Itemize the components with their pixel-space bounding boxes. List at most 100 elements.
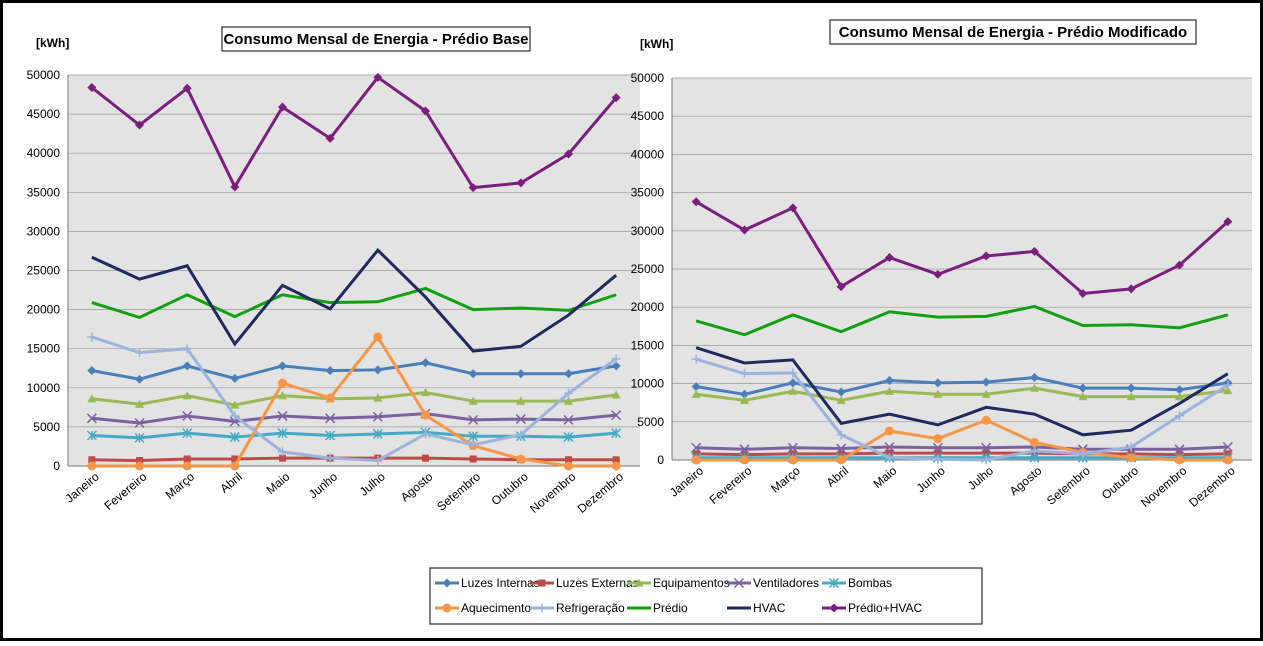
marker <box>87 366 97 376</box>
marker <box>325 453 335 463</box>
marker <box>611 410 622 421</box>
marker <box>516 430 526 440</box>
marker <box>135 374 144 384</box>
marker <box>182 391 192 400</box>
marker <box>88 456 96 464</box>
marker <box>1175 392 1184 401</box>
y-tick-label: 0 <box>657 453 664 467</box>
marker <box>1223 455 1233 465</box>
marker <box>1126 383 1136 393</box>
marker <box>787 442 798 453</box>
marker <box>230 182 240 192</box>
marker <box>372 411 383 422</box>
marker <box>468 440 478 450</box>
legend-entry: HVAC <box>727 601 786 615</box>
y-tick-label: 30000 <box>631 224 665 238</box>
series-line <box>91 286 617 320</box>
marker <box>86 430 97 441</box>
chart-title: Consumo Mensal de Energia - Prédio Base <box>223 31 528 48</box>
marker <box>278 102 287 112</box>
marker <box>788 378 798 388</box>
y-tick-label: 5000 <box>637 415 664 429</box>
marker <box>135 120 144 130</box>
marker <box>516 178 526 188</box>
marker <box>325 430 336 441</box>
y-tick-label: 10000 <box>631 377 665 391</box>
marker <box>135 348 144 358</box>
marker <box>691 442 702 453</box>
marker <box>135 399 144 408</box>
marker <box>373 332 383 342</box>
marker <box>278 361 287 371</box>
marker <box>373 456 383 466</box>
marker <box>740 369 749 379</box>
marker <box>87 394 97 403</box>
marker <box>1030 383 1039 392</box>
marker <box>421 429 430 439</box>
marker <box>982 449 990 457</box>
marker <box>885 386 894 395</box>
marker <box>136 457 143 465</box>
marker <box>468 396 478 405</box>
marker <box>373 365 383 375</box>
marker <box>277 428 288 439</box>
marker <box>278 447 287 457</box>
marker <box>229 432 240 443</box>
marker <box>442 603 452 613</box>
marker <box>182 410 193 421</box>
title-box <box>221 26 531 52</box>
marker <box>1030 437 1039 447</box>
series-line: Luzes Internas <box>695 375 1229 396</box>
legend-box <box>429 567 983 625</box>
marker <box>1126 442 1136 452</box>
marker <box>885 453 894 463</box>
marker <box>981 377 991 387</box>
marker <box>1175 260 1184 270</box>
marker <box>325 413 336 424</box>
marker <box>516 396 526 405</box>
marker <box>230 400 240 409</box>
marker <box>442 578 452 588</box>
marker <box>279 454 286 462</box>
marker <box>1223 217 1233 227</box>
marker <box>691 354 701 364</box>
marker <box>836 387 846 397</box>
series-line <box>91 335 618 463</box>
legend-label: Ventiladores <box>753 576 819 590</box>
marker <box>1174 444 1185 455</box>
marker <box>691 382 701 392</box>
marker <box>1223 385 1233 395</box>
y-tick-label: 50000 <box>27 68 61 82</box>
series-line <box>91 430 617 440</box>
marker <box>87 461 97 471</box>
marker <box>1030 246 1039 256</box>
y-tick-label: 20000 <box>631 300 665 314</box>
legend-label: HVAC <box>753 601 786 615</box>
marker <box>325 366 335 376</box>
marker <box>788 203 798 213</box>
marker <box>836 395 846 405</box>
marker <box>788 386 798 395</box>
series-line: Prédio <box>695 304 1229 337</box>
marker <box>836 455 846 465</box>
y-tick-label: 25000 <box>27 264 61 278</box>
marker <box>277 410 288 421</box>
marker <box>563 432 574 443</box>
marker <box>421 410 430 420</box>
y-tick-label: 5000 <box>33 420 60 434</box>
series-line <box>91 412 617 425</box>
y-tick-label: 20000 <box>27 303 61 317</box>
marker <box>516 454 526 464</box>
series-line: Refrigeração <box>695 357 1229 462</box>
y-tick-label: 30000 <box>27 224 61 238</box>
series-line <box>91 334 617 468</box>
marker <box>538 579 546 587</box>
y-tick-label: 40000 <box>631 147 665 161</box>
title-box <box>829 19 1197 45</box>
marker <box>933 389 943 398</box>
marker <box>933 378 943 388</box>
marker <box>981 442 992 453</box>
y-tick-label: 35000 <box>27 185 61 199</box>
marker <box>135 461 144 471</box>
marker <box>1078 288 1088 298</box>
